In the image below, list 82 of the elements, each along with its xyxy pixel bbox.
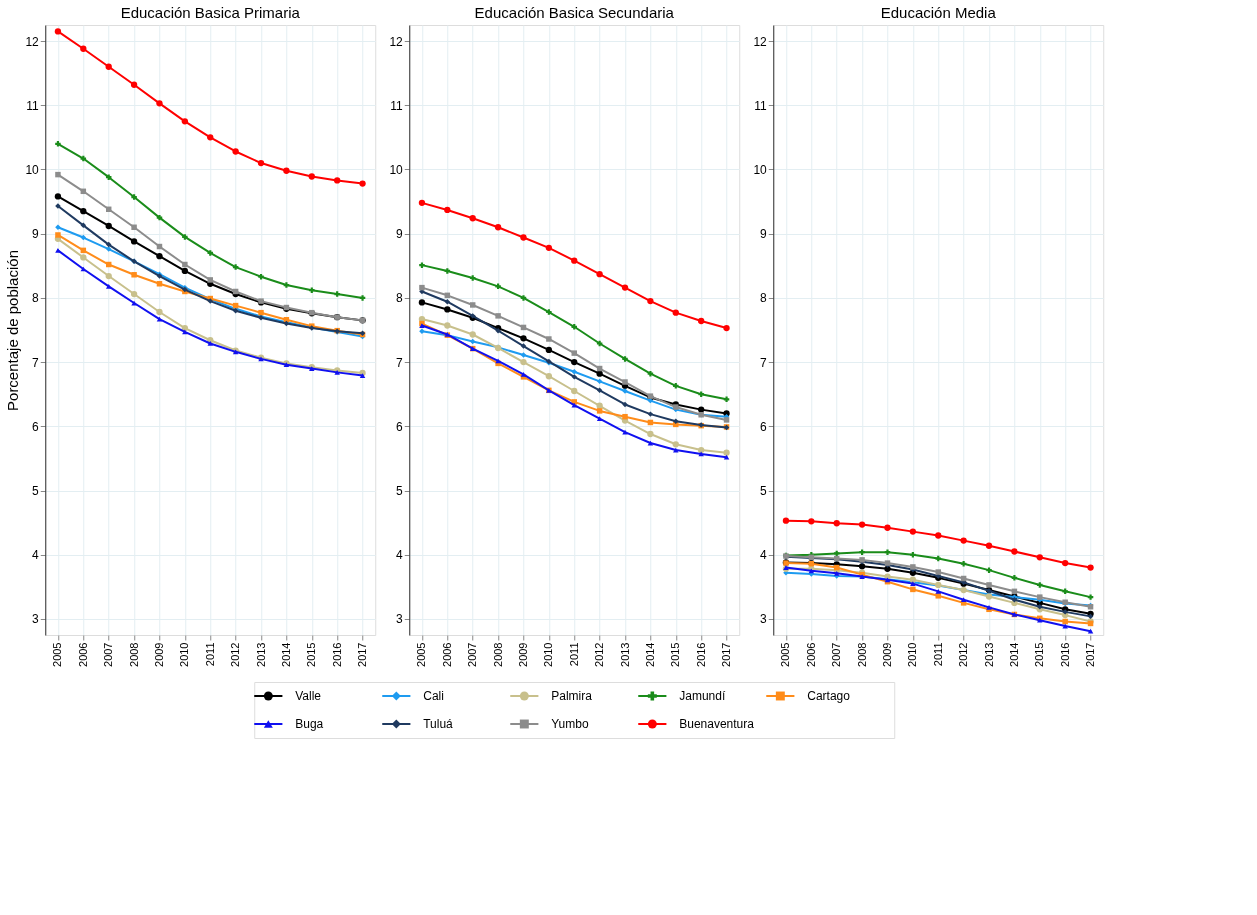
chart-title: Educación Basica Secundaria [474,4,675,21]
x-tick-label: 2006 [76,642,89,667]
y-tick-label: 8 [760,291,768,306]
x-tick-label: 2010 [906,642,919,667]
y-tick-label: 12 [753,34,768,49]
legend-label: Cali [423,689,444,703]
x-tick-label: 2015 [1033,642,1046,667]
y-tick-label: 4 [760,548,768,563]
x-tick-label: 2012 [957,642,970,667]
x-tick-label: 2008 [491,642,504,667]
y-tick-label: 5 [396,484,404,499]
x-tick-label: 2009 [880,642,893,667]
x-tick-label: 2006 [440,642,453,667]
y-axis-title: Porcentaje de población [4,250,22,411]
y-tick-label: 8 [396,291,404,306]
x-tick-label: 2013 [982,642,995,667]
x-tick-label: 2011 [931,642,944,667]
y-tick-label: 5 [760,484,768,499]
x-tick-label: 2015 [305,642,318,667]
y-tick-label: 7 [760,355,768,370]
x-tick-label: 2011 [567,642,580,667]
x-tick-label: 2009 [152,642,165,667]
legend-label: Cartago [807,689,851,703]
y-tick-label: 7 [32,355,40,370]
x-tick-label: 2010 [178,642,191,667]
legend-label: Buga [295,717,324,731]
legend-label: Jamundí [679,689,726,703]
y-tick-label: 11 [390,98,404,113]
y-tick-label: 4 [396,548,404,563]
y-tick-label: 12 [25,34,40,49]
x-tick-label: 2014 [1007,642,1020,667]
x-tick-label: 2017 [356,642,369,667]
x-tick-label: 2016 [1058,642,1071,667]
legend-label: Yumbo [551,717,589,731]
x-tick-label: 2014 [279,642,292,667]
legend-label: Buenaventura [679,717,755,731]
x-tick-label: 2005 [51,642,64,667]
x-tick-label: 2005 [779,642,792,667]
x-tick-label: 2013 [254,642,267,667]
legend-label: Valle [295,689,322,703]
y-tick-label: 10 [389,162,404,177]
x-tick-label: 2016 [694,642,707,667]
y-tick-label: 3 [396,612,404,627]
x-tick-label: 2014 [643,642,656,667]
x-tick-label: 2009 [516,642,529,667]
x-tick-label: 2008 [855,642,868,667]
y-tick-label: 8 [32,291,40,306]
x-tick-label: 2016 [330,642,343,667]
x-tick-label: 2017 [720,642,733,667]
x-tick-label: 2005 [415,642,428,667]
chart-title: Educación Media [880,4,997,21]
x-tick-label: 2012 [593,642,606,667]
x-tick-label: 2013 [618,642,631,667]
x-tick-label: 2006 [804,642,817,667]
x-tick-label: 2007 [466,642,479,667]
y-tick-label: 6 [32,419,40,434]
y-tick-label: 10 [25,162,40,177]
x-tick-label: 2012 [229,642,242,667]
y-tick-label: 10 [753,162,768,177]
y-tick-label: 6 [396,419,404,434]
y-tick-label: 9 [32,227,40,242]
legend-label: Palmira [551,689,593,703]
x-tick-label: 2017 [1084,642,1097,667]
y-tick-label: 4 [32,548,40,563]
chart-title: Educación Basica Primaria [120,4,301,21]
x-tick-label: 2011 [203,642,216,667]
y-tick-label: 6 [760,419,768,434]
x-tick-label: 2007 [102,642,115,667]
y-tick-label: 3 [32,612,40,627]
y-tick-label: 7 [396,355,404,370]
y-tick-label: 11 [26,98,40,113]
x-tick-label: 2007 [830,642,843,667]
legend-label: Tuluá [423,717,454,731]
y-tick-label: 12 [389,34,404,49]
y-tick-label: 9 [396,227,404,242]
x-tick-label: 2015 [669,642,682,667]
y-tick-label: 5 [32,484,40,499]
y-tick-label: 3 [760,612,768,627]
y-tick-label: 11 [754,98,768,113]
y-tick-label: 9 [760,227,768,242]
x-tick-label: 2010 [542,642,555,667]
x-tick-label: 2008 [127,642,140,667]
